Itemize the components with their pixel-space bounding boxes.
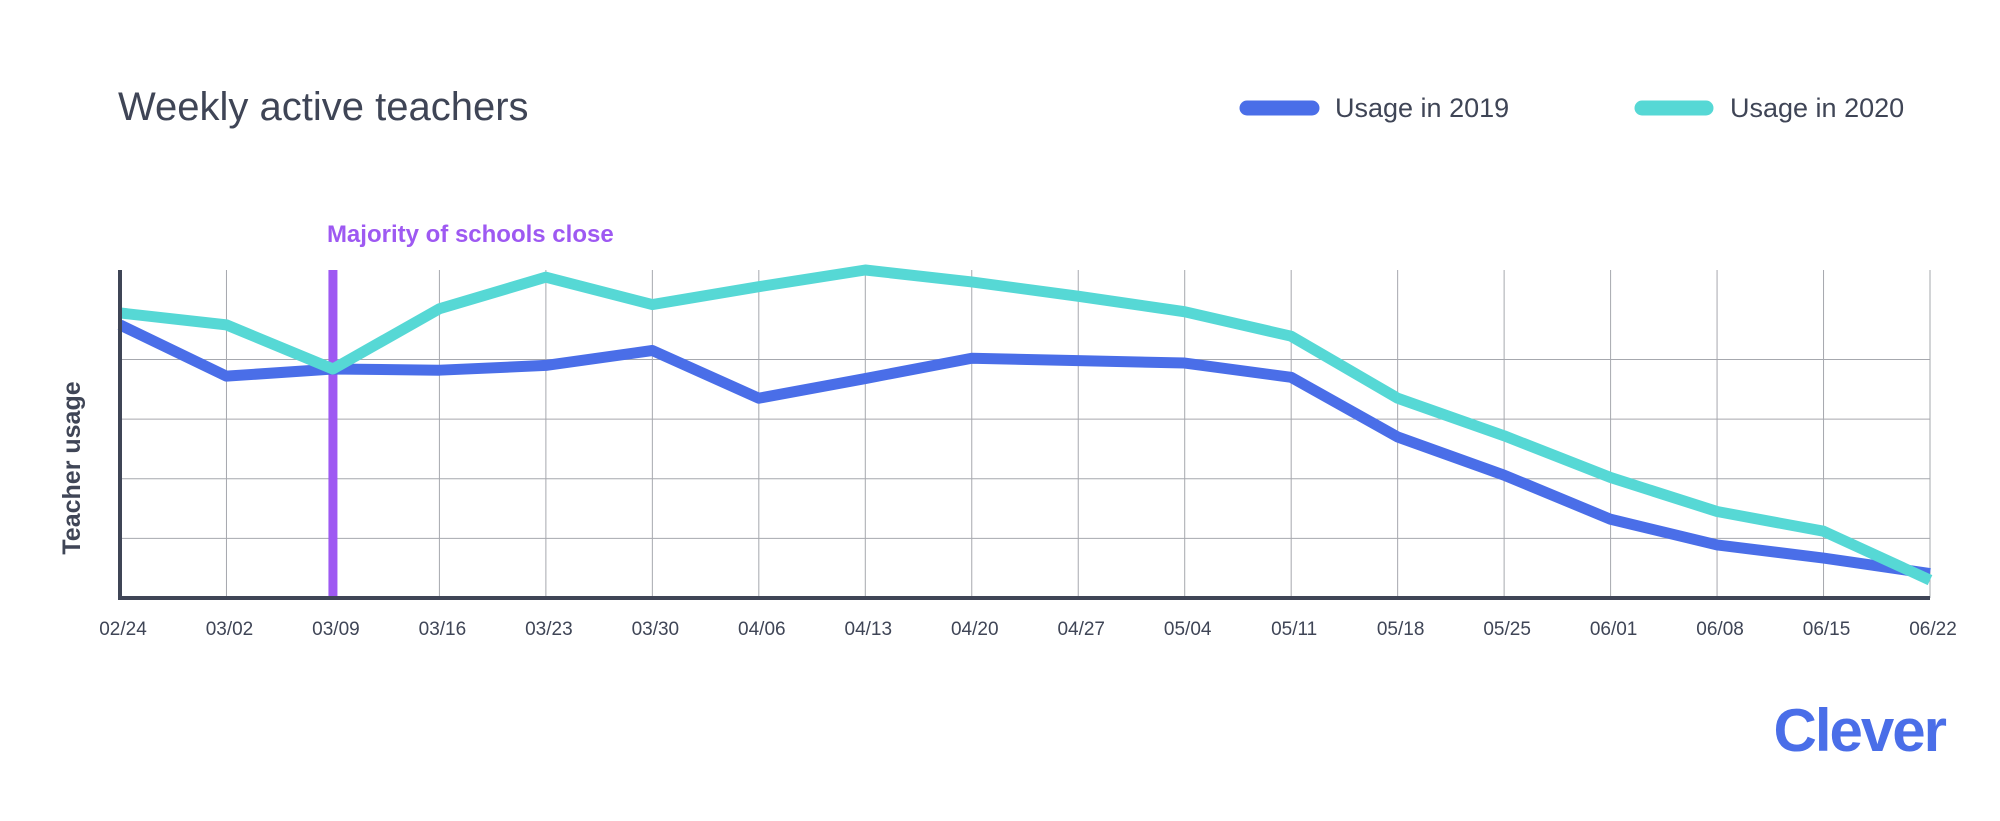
x-tick-label: 03/23 [525,619,573,640]
x-tick-label: 04/13 [845,619,893,640]
series-lines [117,264,1933,586]
annotation-label: Majority of schools close [327,221,614,248]
x-tick-label: 05/11 [1271,619,1317,640]
x-tick-label: 05/18 [1377,619,1425,640]
x-tick-label: 05/25 [1483,619,1531,640]
legend-label-2019: Usage in 2019 [1335,93,1509,123]
x-tick-label: 06/22 [1909,619,1957,640]
legend-label-2020: Usage in 2020 [1730,93,1904,123]
clever-logo: Clever [1774,697,1947,764]
x-tick-label: 03/16 [419,619,467,640]
series-line-2020 [119,264,1933,586]
x-tick-label: 03/09 [312,619,360,640]
annotation-school-closure: Majority of schools close [327,221,614,598]
x-tick-label: 05/04 [1164,619,1212,640]
x-tick-label: 06/08 [1696,619,1744,640]
series-line-2019 [117,319,1931,579]
legend: Usage in 2019 Usage in 2020 [1239,93,1904,123]
chart-title: Weekly active teachers [118,85,529,129]
x-tick-label: 06/15 [1803,619,1851,640]
x-axis-tick-labels: 02/24 03/02 03/09 03/16 03/23 03/30 04/06 04/13… [99,619,1957,640]
x-tick-label: 04/06 [738,619,786,640]
x-tick-label: 02/24 [99,619,147,640]
grid [120,270,1931,598]
x-tick-label: 03/02 [206,619,254,640]
x-tick-label: 03/30 [632,619,680,640]
x-tick-label: 06/01 [1590,619,1638,640]
x-tick-label: 04/20 [951,619,999,640]
x-tick-label: 04/27 [1057,619,1105,640]
axes [118,270,1930,600]
y-axis-label: Teacher usage [58,381,86,554]
